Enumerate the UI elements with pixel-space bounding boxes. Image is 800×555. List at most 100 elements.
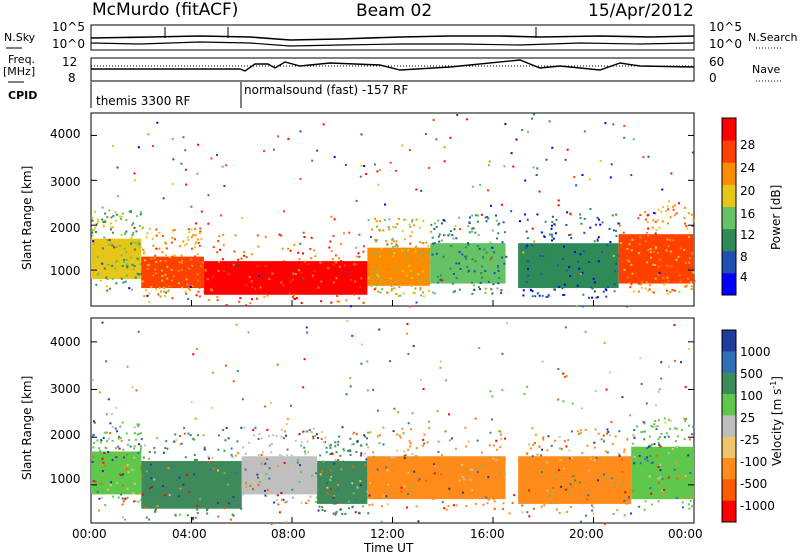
scatter-speckle (656, 237, 659, 240)
scatter-speckle (341, 470, 344, 473)
scatter-speckle (411, 269, 414, 272)
scatter-core (91, 451, 142, 495)
sparse-speckle (654, 232, 657, 235)
scatter-speckle (319, 473, 322, 476)
scatter-speckle (245, 485, 248, 488)
sparse-speckle (644, 457, 647, 460)
scatter-speckle (98, 497, 101, 500)
scatter-speckle (649, 265, 652, 268)
scatter-speckle (360, 444, 363, 447)
scatter-speckle (469, 468, 472, 471)
scatter-speckle (496, 484, 499, 487)
scatter-speckle (123, 260, 126, 263)
sparse-speckle (367, 446, 370, 449)
scatter-speckle (96, 490, 99, 493)
sparse-speckle (624, 491, 627, 494)
scatter-speckle (190, 264, 193, 267)
scatter-core (317, 461, 368, 504)
scatter-speckle (597, 479, 600, 482)
scatter-speckle (187, 269, 190, 272)
sparse-speckle (649, 445, 652, 448)
scatter-speckle (317, 482, 320, 485)
scatter-speckle (186, 505, 189, 508)
scatter-speckle (199, 230, 202, 233)
scatter-speckle (521, 504, 524, 507)
sparse-speckle (408, 305, 411, 308)
nsearch-tick-top: 10^5 (709, 20, 742, 34)
scatter-speckle (126, 464, 129, 467)
scatter-speckle (311, 274, 314, 277)
scatter-speckle (652, 250, 655, 253)
scatter-speckle (115, 213, 118, 216)
scatter-speckle (564, 488, 567, 491)
scatter-speckle (403, 218, 406, 221)
scatter-speckle (191, 461, 194, 464)
sparse-speckle (137, 330, 140, 333)
scatter-speckle (117, 496, 120, 499)
scatter-speckle (581, 271, 584, 274)
scatter-speckle (169, 462, 172, 465)
velocity-ytick-3000: 3000 (50, 382, 81, 396)
scatter-speckle (683, 417, 686, 420)
scatter-speckle (464, 472, 467, 475)
scatter-speckle (647, 473, 650, 476)
sparse-speckle (536, 167, 539, 170)
scatter-speckle (320, 431, 323, 434)
sparse-speckle (589, 207, 592, 210)
scatter-speckle (654, 263, 657, 266)
scatter-speckle (419, 251, 422, 254)
scatter-speckle (659, 469, 662, 472)
sparse-speckle (384, 203, 387, 206)
scatter-speckle (358, 297, 361, 300)
sparse-speckle (427, 252, 430, 255)
scatter-speckle (256, 470, 259, 473)
scatter-speckle (542, 283, 545, 286)
sparse-speckle (358, 255, 361, 258)
scatter-speckle (116, 489, 119, 492)
scatter-speckle (132, 231, 135, 234)
scatter-speckle (593, 476, 596, 479)
scatter-speckle (330, 476, 333, 479)
scatter-speckle (631, 442, 634, 445)
sparse-speckle (106, 289, 109, 292)
scatter-speckle (395, 458, 398, 461)
sparse-speckle (373, 288, 376, 291)
scatter-speckle (108, 287, 111, 290)
scatter-speckle (137, 258, 140, 261)
velocity-cb-tick-1000: 1000 (740, 345, 771, 359)
sparse-speckle (439, 360, 442, 363)
scatter-band-0-6 (618, 204, 696, 295)
scatter-speckle (322, 488, 325, 491)
scatter-speckle (216, 299, 219, 302)
scatter-speckle (363, 452, 366, 455)
scatter-speckle (656, 425, 659, 428)
scatter-speckle (109, 484, 112, 487)
scatter-speckle (266, 457, 269, 460)
scatter-speckle (354, 511, 357, 514)
scatter-speckle (432, 291, 435, 294)
sparse-speckle (587, 469, 590, 472)
scatter-speckle (310, 257, 313, 260)
scatter-speckle (231, 455, 234, 458)
scatter-speckle (614, 229, 617, 232)
scatter-speckle (565, 269, 568, 272)
scatter-speckle (291, 488, 294, 491)
scatter-speckle (387, 253, 390, 256)
scatter-band-1-2 (241, 426, 319, 506)
sparse-speckle (236, 370, 239, 373)
scatter-speckle (375, 282, 378, 285)
scatter-speckle (403, 485, 406, 488)
scatter-speckle (661, 485, 664, 488)
scatter-speckle (683, 206, 686, 209)
scatter-speckle (132, 488, 135, 491)
scatter-speckle (107, 450, 110, 453)
scatter-speckle (376, 239, 379, 242)
scatter-speckle (433, 463, 436, 466)
scatter-speckle (569, 492, 572, 495)
scatter-speckle (464, 426, 467, 429)
scatter-speckle (313, 270, 316, 273)
scatter-speckle (568, 266, 571, 269)
sparse-speckle (289, 404, 292, 407)
scatter-speckle (291, 478, 294, 481)
scatter-speckle (254, 426, 257, 429)
